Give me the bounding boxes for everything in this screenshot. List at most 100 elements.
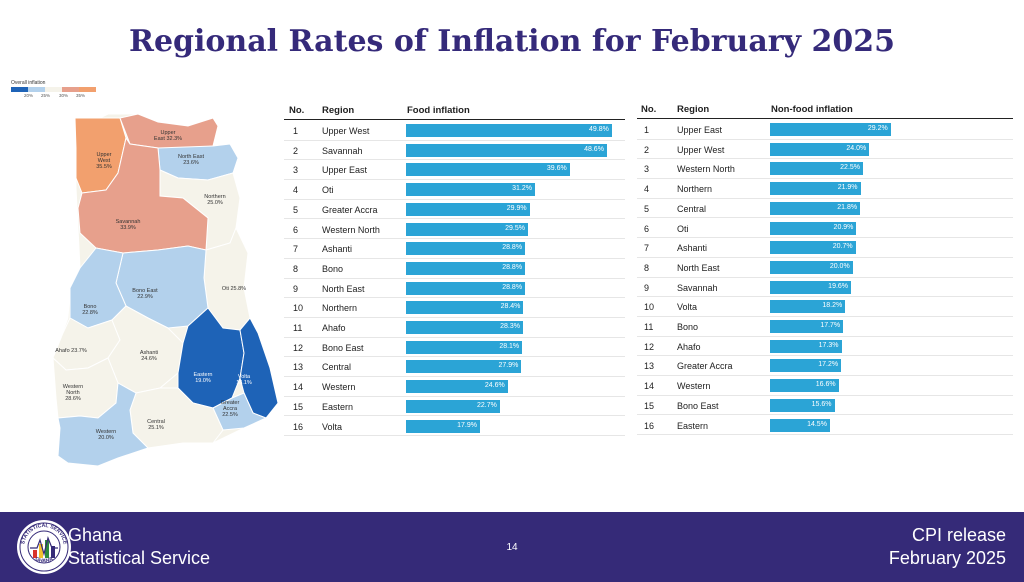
row-region-name: Ahafo — [322, 323, 346, 333]
map-region-label: 22.8% — [82, 310, 98, 316]
data-label: 28.8% — [502, 263, 523, 271]
data-label: 24.6% — [484, 382, 505, 390]
row-region-name: Oti — [677, 223, 689, 234]
row-region-name: Greater Accra — [677, 361, 733, 372]
data-label: 21.9% — [837, 184, 858, 192]
table-row: 8 Bono 28.8% — [284, 259, 625, 279]
map-region-label: Central — [147, 419, 165, 425]
row-number: 3 — [293, 165, 299, 176]
data-bar: 39.6% — [406, 163, 570, 177]
legend-tick: 25% — [41, 93, 51, 98]
data-label: 28.8% — [502, 283, 523, 291]
data-bar: 20.0% — [770, 260, 853, 274]
row-region-name: North East — [322, 283, 365, 294]
data-label: 22.7% — [476, 401, 497, 409]
data-label: 28.3% — [500, 323, 520, 330]
data-label: 16.6% — [815, 381, 836, 389]
data-bar: 29.2% — [770, 123, 891, 136]
row-number: 6 — [644, 223, 650, 234]
data-bar: 22.7% — [406, 399, 500, 413]
map-legend: Overall inflation 20% 25% 30% 35% — [11, 80, 96, 99]
row-number: 12 — [293, 342, 304, 353]
data-label: 17.7% — [820, 322, 841, 329]
table-row: 10 Volta 18.2% — [637, 297, 1013, 317]
table-row: 5 Greater Accra 29.9% — [284, 200, 625, 220]
map-region-label: Oti 25.8% — [222, 286, 246, 292]
data-bar: 20.7% — [770, 241, 856, 255]
row-region-name: Oti — [322, 185, 334, 196]
data-label: 14.5% — [807, 420, 827, 428]
col-header-region: Region — [322, 105, 355, 116]
map-region-label: Eastern — [194, 372, 213, 378]
map-region-label: 18.1% — [236, 380, 252, 386]
legend-swatch-dark-blue — [11, 87, 28, 92]
legend-title: Overall inflation — [11, 80, 46, 86]
legend-ticks: 20% 25% 30% 35% — [11, 92, 91, 99]
data-label: 29.9% — [506, 204, 527, 212]
map-region-label: Volta — [238, 374, 251, 380]
map-region-label: 19.0% — [195, 378, 211, 384]
data-bar: 14.5% — [770, 418, 830, 432]
map-region-label: 23.6% — [183, 160, 199, 166]
map-region-greater-accra — [212, 392, 268, 431]
row-number: 11 — [644, 322, 654, 332]
map-region-label: 20.0% — [98, 435, 114, 441]
data-bar: 49.8% — [406, 124, 612, 137]
organization-name: Ghana Statistical Service — [68, 524, 210, 570]
table-row: 7 Ashanti 28.8% — [284, 239, 625, 259]
table-row: 5 Central 21.8% — [637, 199, 1013, 219]
row-number: 8 — [644, 262, 650, 273]
table-row: 6 Western North 29.5% — [284, 220, 625, 240]
table-row: 1 Upper East 29.2% — [637, 120, 1013, 140]
row-number: 7 — [644, 243, 650, 254]
table-row: 6 Oti 20.9% — [637, 219, 1013, 239]
row-region-name: Western — [322, 382, 356, 393]
table-row: 4 Oti 31.2% — [284, 180, 625, 200]
row-region-name: Western North — [322, 224, 380, 235]
table-row: 3 Western North 22.5% — [637, 159, 1013, 180]
row-number: 5 — [644, 203, 650, 214]
data-bar: 17.9% — [406, 419, 480, 433]
row-number: 1 — [644, 125, 650, 135]
data-bar: 31.2% — [406, 183, 535, 197]
row-region-name: Savannah — [677, 282, 718, 293]
row-region-name: Ashanti — [677, 243, 708, 254]
row-number: 10 — [293, 303, 304, 314]
row-region-name: Bono East — [677, 400, 719, 411]
row-number: 2 — [293, 145, 299, 156]
row-number: 3 — [644, 164, 650, 175]
svg-text:GHANA: GHANA — [34, 556, 54, 564]
row-number: 4 — [644, 184, 650, 195]
data-bar: 17.3% — [770, 339, 842, 353]
row-region-name: Western — [677, 381, 711, 392]
map-region-savannah — [77, 136, 209, 254]
table-row: 16 Volta 17.9% — [284, 417, 625, 437]
row-region-name: North East — [677, 262, 720, 273]
table-row: 14 Western 24.6% — [284, 377, 625, 397]
footer-bar: STATISTICAL SERVICE GHANA Ghana Statisti… — [0, 512, 1024, 582]
data-bar: 28.4% — [406, 301, 524, 315]
release-info: CPI release February 2025 — [889, 524, 1006, 570]
map-region-label: Northern — [204, 194, 225, 200]
map-region-label: North East — [178, 154, 204, 160]
data-bar: 21.8% — [770, 201, 861, 215]
row-number: 1 — [293, 126, 299, 136]
map-region-label: 24.6% — [141, 356, 157, 362]
data-label: 17.9% — [457, 421, 477, 429]
row-number: 14 — [644, 381, 655, 392]
row-number: 13 — [293, 362, 304, 373]
map-region-label: East 32.3% — [154, 136, 182, 142]
table-row: 12 Ahafo 17.3% — [637, 337, 1013, 357]
row-region-name: Central — [322, 362, 352, 373]
table-row: 1 Upper West 49.8% — [284, 121, 625, 141]
data-label: 24.0% — [846, 144, 867, 152]
legend-color-bar — [11, 87, 96, 92]
data-bar: 21.9% — [770, 182, 861, 196]
data-bar: 29.5% — [406, 222, 528, 236]
release-line-1: CPI release — [911, 525, 1006, 545]
row-number: 8 — [293, 263, 299, 274]
logo-bottom-text: GHANA — [34, 556, 54, 564]
map-region-label: Upper — [97, 152, 112, 158]
row-number: 5 — [293, 204, 299, 215]
data-bar: 15.6% — [770, 398, 835, 412]
